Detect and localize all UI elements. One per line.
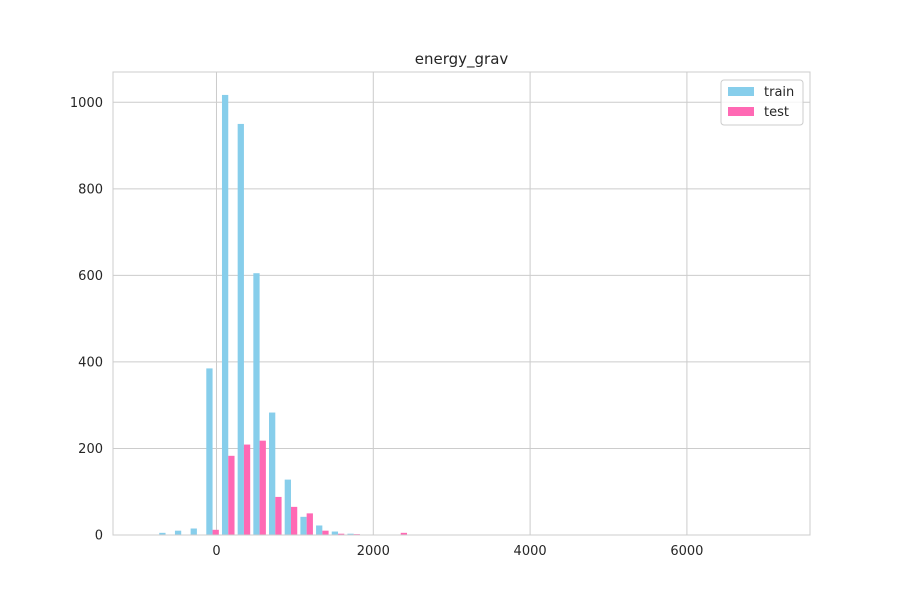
train-bar xyxy=(300,516,307,535)
train-bar xyxy=(221,94,229,535)
train-bar xyxy=(253,273,260,535)
test-bar xyxy=(306,513,313,535)
x-tick-label: 0 xyxy=(212,544,220,559)
test-bar xyxy=(400,532,408,535)
train-bar xyxy=(206,368,213,535)
y-tick-label: 0 xyxy=(95,529,103,544)
chart-title: energy_grav xyxy=(415,50,509,69)
train-bar xyxy=(190,528,197,535)
train-bar xyxy=(237,123,244,535)
legend-label-test: test xyxy=(764,105,789,120)
y-tick-label: 400 xyxy=(78,355,103,370)
train-bar xyxy=(316,525,323,535)
x-tick-label: 2000 xyxy=(357,544,390,559)
y-tick-label: 600 xyxy=(78,269,103,284)
legend-swatch-train xyxy=(728,87,754,96)
test-bar xyxy=(275,496,282,535)
train-bar xyxy=(284,479,291,535)
y-tick-label: 200 xyxy=(78,442,103,457)
test-bar xyxy=(290,506,298,535)
ticks-layer: 0 2000 4000 6000 0 200 400 600 800 1000 xyxy=(70,96,704,559)
train-bar xyxy=(269,412,276,535)
train-bar xyxy=(347,533,354,535)
x-tick-label: 6000 xyxy=(670,544,703,559)
grid-layer xyxy=(113,72,810,536)
train-bar xyxy=(159,532,166,535)
legend-swatch-test xyxy=(728,107,754,116)
y-tick-label: 800 xyxy=(78,182,103,197)
x-tick-label: 4000 xyxy=(514,544,547,559)
plot-frame xyxy=(112,71,811,536)
train-bar xyxy=(331,531,339,535)
test-bar xyxy=(259,440,266,535)
test-bar xyxy=(228,455,235,535)
train-bar xyxy=(174,530,182,535)
y-tick-label: 1000 xyxy=(70,96,103,111)
test-bar xyxy=(212,529,219,535)
legend-label-train: train xyxy=(764,85,794,100)
legend: train test xyxy=(720,79,804,126)
test-bar xyxy=(338,533,345,535)
test-bar xyxy=(243,444,251,535)
test-bar xyxy=(322,530,329,535)
